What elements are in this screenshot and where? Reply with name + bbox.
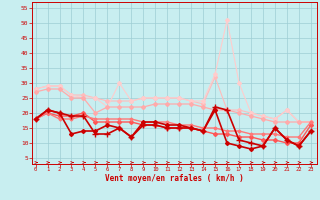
X-axis label: Vent moyen/en rafales ( km/h ): Vent moyen/en rafales ( km/h )	[105, 174, 244, 183]
